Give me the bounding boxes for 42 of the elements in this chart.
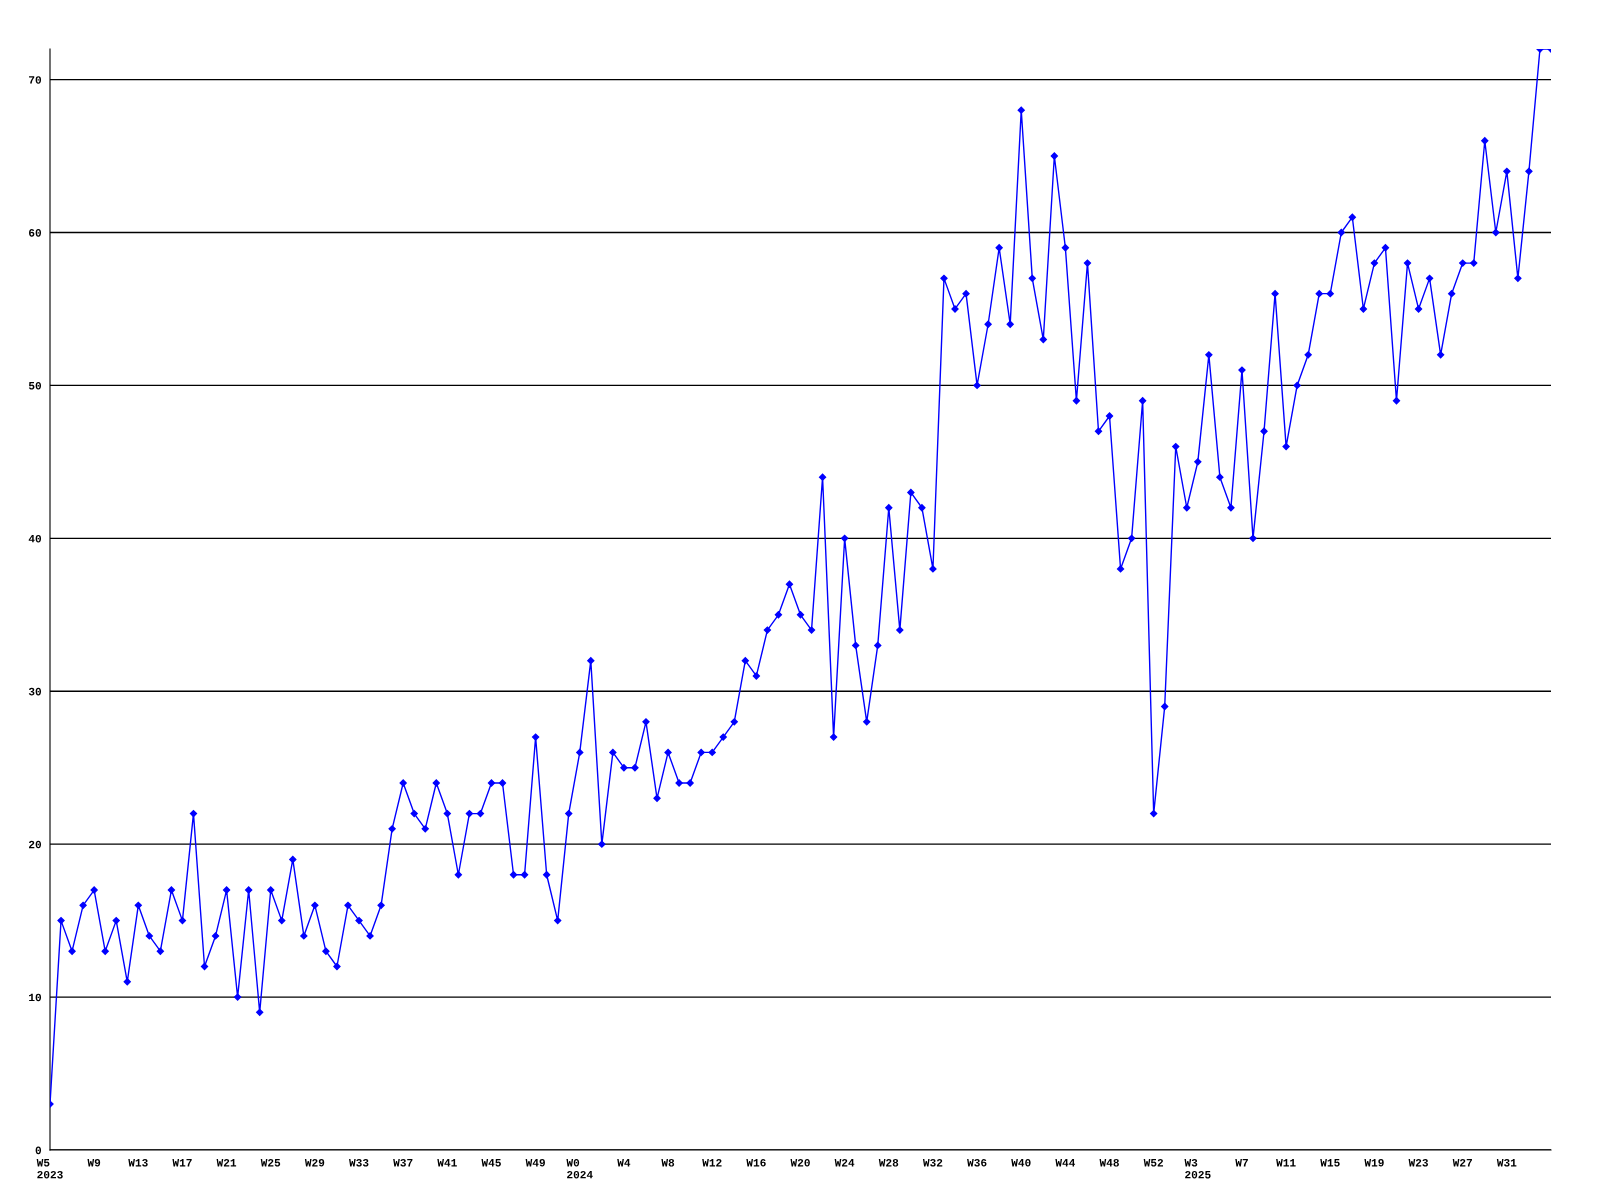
x-tick-label: W12 (702, 1158, 722, 1167)
x-tick-label: W48 (1099, 1158, 1119, 1167)
x-tick-label: W4 (617, 1159, 631, 1167)
x-tick-label: W44 (1055, 1159, 1076, 1167)
y-tick-label: 70 (29, 76, 42, 84)
x-tick-label: W28 (878, 1158, 899, 1167)
x-tick-label: W15 (1320, 1159, 1340, 1167)
y-tick-label: 0 (35, 1146, 42, 1155)
x-tick-label: W7 (1235, 1159, 1248, 1167)
y-tick-label: 60 (29, 229, 42, 237)
y-tick-label: 30 (28, 687, 42, 696)
x-tick-label: W25 (260, 1158, 281, 1167)
x-tick-label: W23 (1408, 1158, 1428, 1167)
x-tick-label: W31 (1496, 1158, 1517, 1167)
x-tick-label: W40 (1011, 1158, 1031, 1167)
x-tick-label: W3 2025 (1184, 1158, 1211, 1179)
x-tick-label: W19 (1364, 1158, 1384, 1167)
x-tick-label: W5 2023 (36, 1159, 63, 1179)
x-tick-label: W49 (525, 1158, 545, 1167)
x-tick-label: W33 (349, 1158, 369, 1167)
x-tick-label: W17 (172, 1159, 192, 1167)
x-tick-label: W52 (1143, 1158, 1164, 1167)
x-tick-label: W32 (922, 1158, 943, 1167)
y-tick-label: 20 (29, 840, 42, 849)
y-tick-label: 50 (28, 382, 42, 390)
x-tick-label: W37 (393, 1158, 413, 1167)
x-tick-label: W9 (87, 1158, 101, 1167)
y-tick-label: 40 (28, 534, 42, 543)
x-tick-label: W11 (1276, 1159, 1296, 1167)
x-tick-label: W8 (661, 1158, 675, 1167)
x-tick-label: W16 (746, 1158, 766, 1167)
x-tick-label: W20 (790, 1158, 810, 1167)
x-tick-label: W45 (481, 1159, 501, 1167)
x-tick-label: W0 2024 (566, 1158, 593, 1179)
x-tick-label: W21 (216, 1158, 237, 1167)
y-tick-label: 10 (29, 993, 42, 1002)
x-tick-label: W27 (1452, 1158, 1472, 1167)
x-tick-label: W24 (834, 1158, 855, 1167)
x-tick-label: W41 (437, 1159, 457, 1167)
x-tick-label: W13 (128, 1158, 148, 1167)
x-tick-label: W29 (304, 1158, 325, 1167)
x-tick-label: W36 (967, 1158, 987, 1167)
